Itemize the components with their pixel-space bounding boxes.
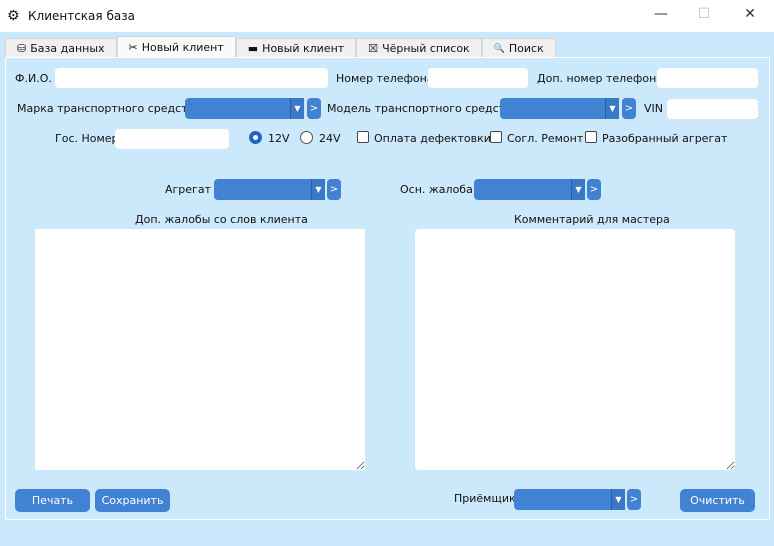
phone2-label: Доп. номер телефона bbox=[537, 72, 664, 85]
tools-icon: ✂ bbox=[128, 41, 138, 54]
chevron-down-icon[interactable]: ▼ bbox=[311, 179, 325, 200]
brand-label: Марка транспортного средства bbox=[17, 102, 201, 115]
model-label: Модель транспортного средства bbox=[327, 102, 519, 115]
maximize-button[interactable]: ☐ bbox=[697, 6, 711, 22]
complaint-go-button[interactable]: > bbox=[587, 179, 601, 200]
complaint-label: Осн. жалоба bbox=[400, 183, 473, 196]
brand-select[interactable]: ▼ bbox=[185, 98, 304, 119]
chevron-down-icon[interactable]: ▼ bbox=[290, 98, 304, 119]
tab-database[interactable]: ⛁ База данных bbox=[5, 38, 117, 58]
plate-label: Гос. Номер bbox=[55, 132, 119, 145]
radio-12v[interactable] bbox=[249, 131, 262, 144]
chevron-down-icon[interactable]: ▼ bbox=[611, 489, 625, 510]
unit-select[interactable]: ▼ bbox=[214, 179, 325, 200]
checkbox-repair-agreed[interactable] bbox=[490, 131, 502, 143]
database-icon: ⛁ bbox=[17, 42, 27, 55]
battery-icon: ▬ bbox=[247, 42, 259, 55]
tab-label: База данных bbox=[30, 42, 105, 55]
receiver-select[interactable]: ▼ bbox=[514, 489, 625, 510]
complaint-select[interactable]: ▼ bbox=[474, 179, 585, 200]
vin-label: VIN bbox=[644, 102, 663, 115]
phone2-input[interactable] bbox=[657, 68, 758, 88]
extra-complaints-label: Доп. жалобы со слов клиента bbox=[135, 213, 308, 226]
app-icon: ⚙ bbox=[7, 8, 20, 24]
phone-label: Номер телефона bbox=[336, 72, 434, 85]
tab-blacklist[interactable]: ☒ Чёрный список bbox=[356, 38, 482, 58]
comment-textarea[interactable] bbox=[415, 229, 735, 470]
tab-label: Поиск bbox=[508, 42, 544, 55]
radio-24v[interactable] bbox=[300, 131, 313, 144]
tab-search[interactable]: 🔍 Поиск bbox=[481, 38, 556, 58]
title-bar bbox=[0, 0, 774, 32]
fio-input[interactable] bbox=[55, 68, 328, 88]
window-title: Клиентская база bbox=[28, 9, 135, 23]
checkbox-defect-payment[interactable] bbox=[357, 131, 369, 143]
unit-label: Агрегат bbox=[165, 183, 211, 196]
checkbox-label: Согл. Ремонт bbox=[507, 132, 584, 145]
radio-24v-label: 24V bbox=[319, 132, 341, 145]
tab-label: Чёрный список bbox=[382, 42, 470, 55]
phone-input[interactable] bbox=[428, 68, 528, 88]
receiver-go-button[interactable]: > bbox=[627, 489, 641, 510]
tab-label: Новый клиент bbox=[141, 41, 224, 54]
model-select[interactable]: ▼ bbox=[500, 98, 619, 119]
tab-new-client-2[interactable]: ▬ Новый клиент bbox=[235, 38, 357, 58]
model-go-button[interactable]: > bbox=[622, 98, 636, 119]
vin-input[interactable] bbox=[667, 99, 758, 119]
unit-go-button[interactable]: > bbox=[327, 179, 341, 200]
clear-button[interactable]: Очистить bbox=[680, 489, 755, 512]
tab-new-client[interactable]: ✂ Новый клиент bbox=[116, 36, 236, 58]
print-button[interactable]: Печать bbox=[15, 489, 90, 512]
checkbox-label: Оплата дефектовки bbox=[374, 132, 491, 145]
minimize-button[interactable]: — bbox=[654, 6, 668, 22]
checkbox-label: Разобранный агрегат bbox=[602, 132, 728, 145]
checkbox-disassembled[interactable] bbox=[585, 131, 597, 143]
fio-label: Ф.И.О. bbox=[15, 72, 52, 85]
tab-bar: ⛁ База данных ✂ Новый клиент ▬ Новый клиент… bbox=[5, 36, 556, 58]
save-button[interactable]: Сохранить bbox=[95, 489, 170, 512]
blacklist-icon: ☒ bbox=[368, 42, 379, 55]
search-icon: 🔍 bbox=[493, 43, 505, 54]
comment-label: Комментарий для мастера bbox=[514, 213, 670, 226]
brand-go-button[interactable]: > bbox=[307, 98, 321, 119]
receiver-label: Приёмщик bbox=[454, 492, 516, 505]
plate-input[interactable] bbox=[115, 129, 229, 149]
chevron-down-icon[interactable]: ▼ bbox=[605, 98, 619, 119]
extra-complaints-textarea[interactable] bbox=[35, 229, 365, 470]
chevron-down-icon[interactable]: ▼ bbox=[571, 179, 585, 200]
radio-12v-label: 12V bbox=[268, 132, 290, 145]
close-button[interactable]: ✕ bbox=[744, 6, 756, 22]
tab-label: Новый клиент bbox=[262, 42, 345, 55]
